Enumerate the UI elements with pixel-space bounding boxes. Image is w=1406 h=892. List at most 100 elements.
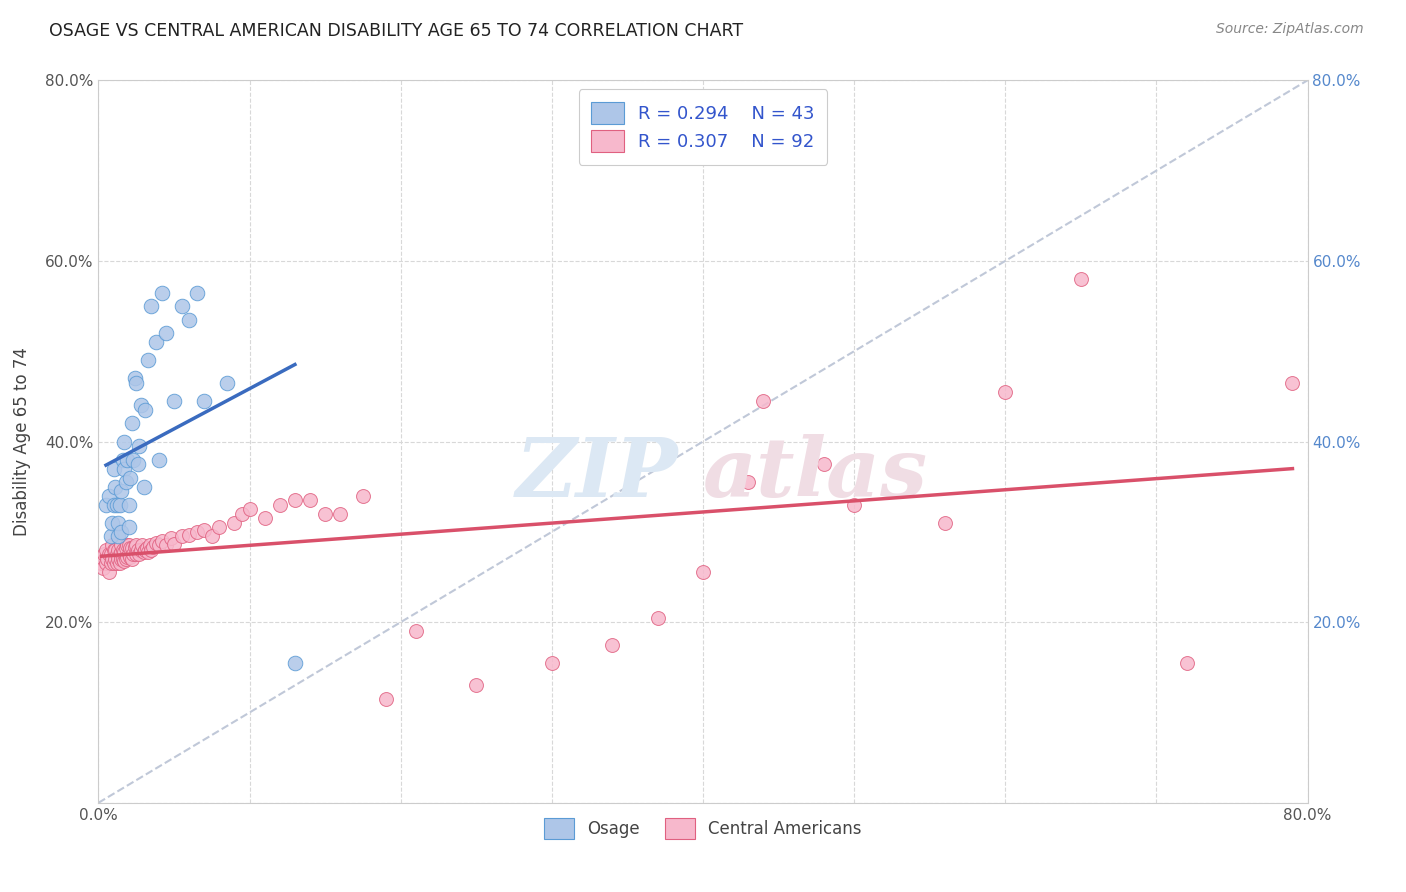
- Point: [201, 529, 224, 543]
- Point: [186, 285, 208, 300]
- Point: [647, 610, 669, 624]
- Point: [111, 552, 134, 566]
- Point: [128, 548, 150, 562]
- Point: [110, 552, 132, 566]
- Point: [135, 541, 157, 555]
- Point: [208, 520, 231, 534]
- Point: [120, 550, 142, 565]
- Point: [405, 624, 427, 639]
- Point: [145, 535, 167, 549]
- Point: [124, 371, 146, 385]
- Point: [124, 540, 146, 554]
- Point: [284, 493, 307, 508]
- Point: [224, 516, 246, 530]
- Point: [150, 533, 173, 548]
- Point: [125, 376, 148, 390]
- Point: [112, 545, 135, 559]
- Point: [352, 489, 374, 503]
- Point: [121, 417, 143, 431]
- Point: [120, 471, 142, 485]
- Point: [90, 557, 112, 571]
- Point: [103, 542, 125, 557]
- Point: [136, 545, 159, 559]
- Point: [101, 516, 124, 530]
- Point: [844, 498, 866, 512]
- Point: [139, 538, 162, 552]
- Point: [215, 376, 238, 390]
- Point: [132, 545, 155, 559]
- Point: [163, 393, 186, 408]
- Point: [125, 548, 148, 562]
- Point: [94, 498, 117, 512]
- Point: [111, 542, 134, 557]
- Point: [121, 552, 143, 566]
- Point: [104, 542, 127, 557]
- Point: [128, 439, 150, 453]
- Point: [100, 557, 122, 571]
- Point: [134, 403, 156, 417]
- Point: [91, 561, 114, 575]
- Point: [112, 461, 135, 475]
- Point: [329, 507, 352, 521]
- Point: [111, 452, 134, 467]
- Point: [160, 531, 183, 545]
- Point: [120, 541, 142, 555]
- Point: [752, 393, 775, 408]
- Point: [179, 312, 201, 326]
- Point: [129, 398, 152, 412]
- Y-axis label: Disability Age 65 to 74: Disability Age 65 to 74: [13, 347, 31, 536]
- Point: [132, 480, 155, 494]
- Point: [115, 538, 138, 552]
- Point: [284, 656, 307, 670]
- Point: [110, 545, 132, 559]
- Point: [107, 516, 129, 530]
- Point: [122, 548, 145, 562]
- Text: Source: ZipAtlas.com: Source: ZipAtlas.com: [1216, 22, 1364, 37]
- Point: [148, 538, 170, 552]
- Point: [692, 566, 714, 580]
- Point: [1175, 656, 1198, 670]
- Point: [112, 554, 135, 568]
- Point: [239, 502, 262, 516]
- Point: [108, 548, 131, 562]
- Point: [103, 557, 125, 571]
- Point: [114, 475, 136, 490]
- Point: [602, 638, 624, 652]
- Point: [122, 452, 145, 467]
- Legend: Osage, Central Americans: Osage, Central Americans: [534, 808, 872, 848]
- Text: ZIP: ZIP: [516, 434, 679, 514]
- Point: [179, 527, 201, 541]
- Point: [110, 524, 132, 539]
- Point: [737, 475, 759, 490]
- Point: [98, 548, 121, 562]
- Point: [145, 335, 167, 350]
- Point: [110, 484, 132, 499]
- Point: [1070, 272, 1092, 286]
- Point: [101, 552, 124, 566]
- Point: [193, 523, 215, 537]
- Point: [150, 285, 173, 300]
- Point: [110, 538, 132, 552]
- Point: [193, 393, 215, 408]
- Point: [1281, 376, 1303, 390]
- Point: [118, 548, 141, 562]
- Point: [170, 299, 193, 313]
- Point: [118, 538, 141, 552]
- Point: [94, 542, 117, 557]
- Point: [186, 524, 208, 539]
- Point: [103, 498, 125, 512]
- Point: [148, 452, 170, 467]
- Point: [129, 542, 152, 557]
- Point: [107, 552, 129, 566]
- Point: [98, 489, 121, 503]
- Point: [994, 384, 1017, 399]
- Point: [121, 541, 143, 555]
- Point: [141, 299, 163, 313]
- Point: [115, 550, 138, 565]
- Point: [118, 520, 141, 534]
- Point: [104, 552, 127, 566]
- Point: [100, 529, 122, 543]
- Point: [127, 457, 149, 471]
- Point: [163, 536, 186, 550]
- Point: [107, 542, 129, 557]
